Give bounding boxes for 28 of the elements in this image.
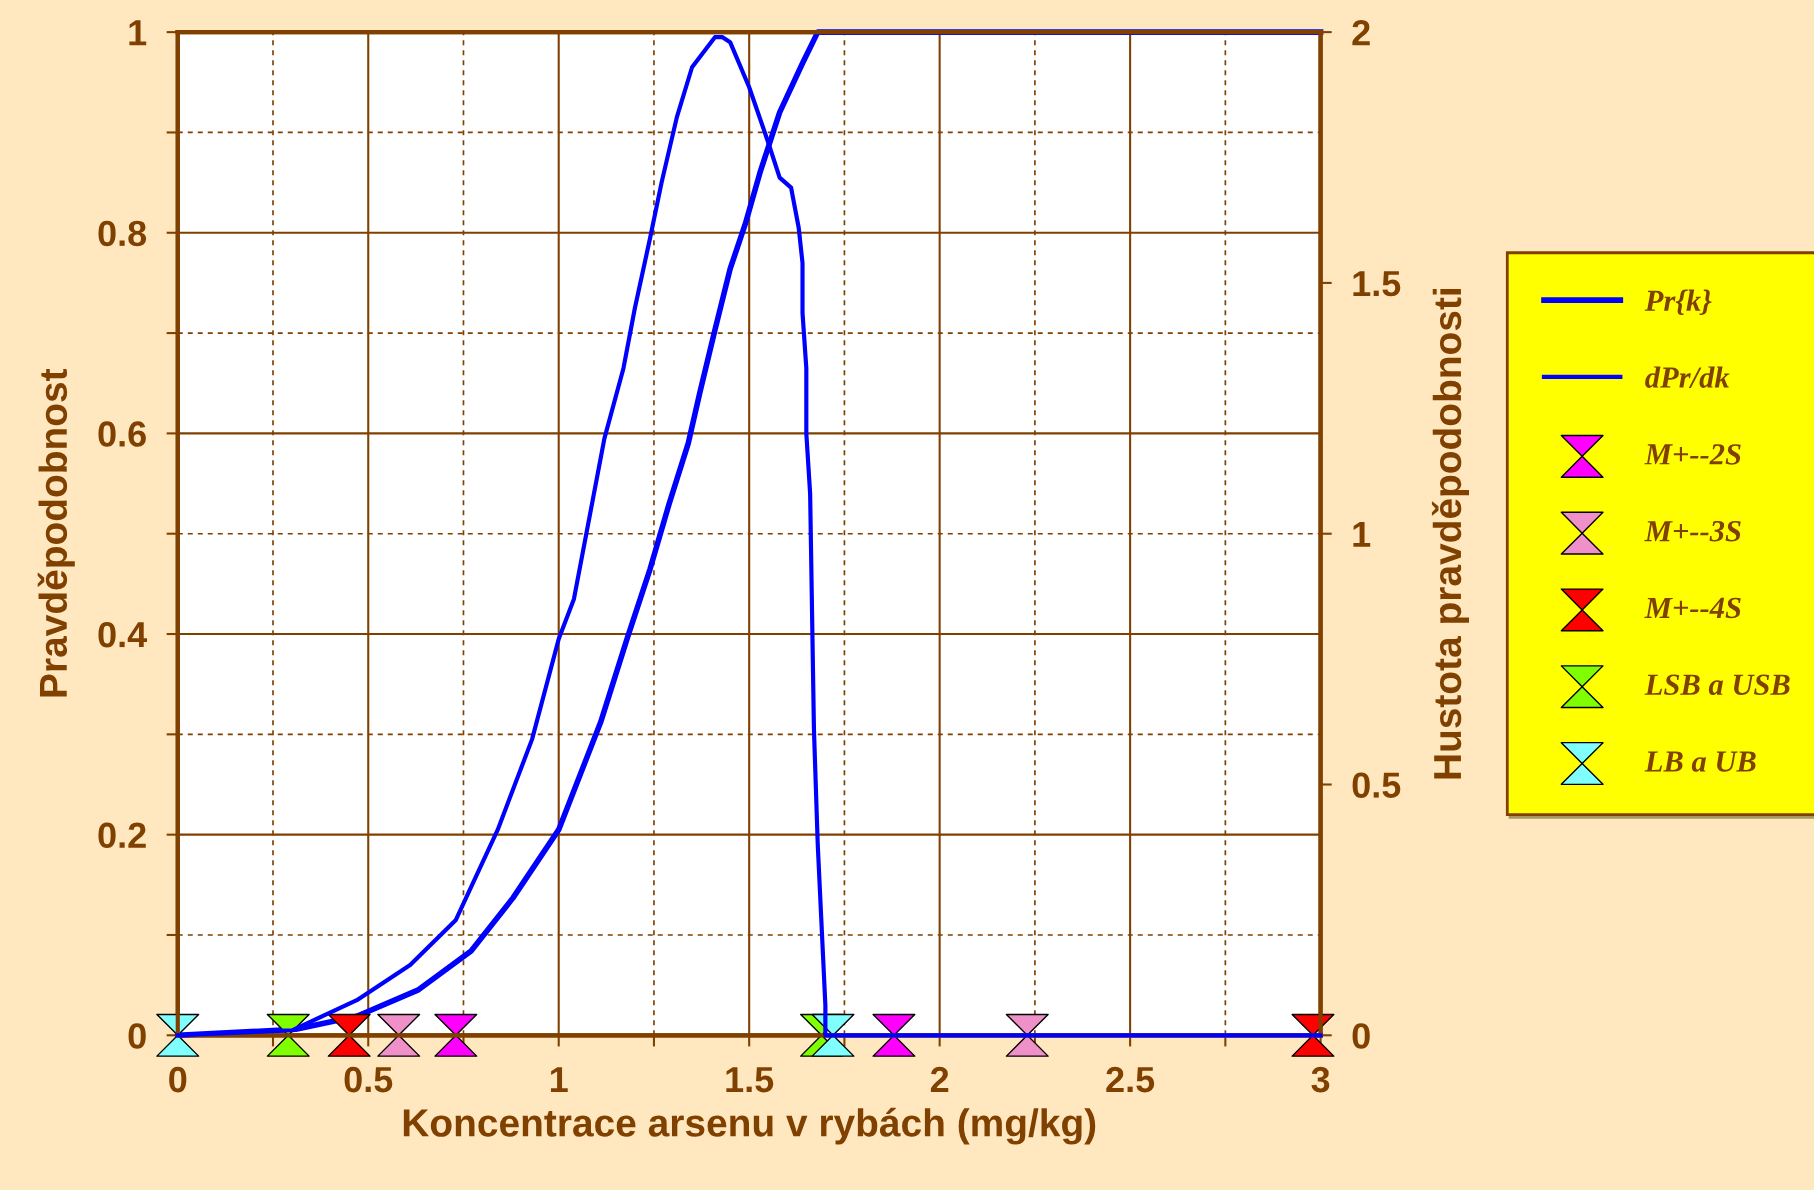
legend-label: LB a UB: [1644, 751, 1756, 772]
y-tick-label: 0.2: [98, 822, 146, 849]
y-axis-title: Pravděpodobnost: [37, 368, 75, 697]
y-tick-label: 1: [129, 20, 147, 46]
legend-label: M+--2S: [1644, 444, 1741, 465]
legend-label: M+--3S: [1644, 520, 1741, 542]
legend-label: dPr/dk: [1645, 366, 1730, 388]
y-tick-label: 0.4: [98, 621, 148, 648]
x-axis-title: Koncentrace arsenu v rybách (mg/kg): [403, 1107, 1096, 1145]
y2-tick-label: 2: [1352, 20, 1370, 46]
y2-tick-label: 0.5: [1352, 772, 1401, 798]
y2-tick-label: 1: [1353, 521, 1371, 547]
y-tick-label: 0.8: [98, 220, 147, 247]
y2-tick-label: 1.5: [1353, 271, 1401, 297]
x-tick-label: 2: [930, 1066, 949, 1093]
y2-tick-label: 0: [1352, 1023, 1370, 1049]
y-tick-label: 0: [128, 1023, 146, 1049]
y2-axis-title: Hustota pravděpodobnosti: [1431, 289, 1469, 779]
x-tick-label: 1.5: [726, 1067, 774, 1093]
legend-label: LSB a USB: [1644, 674, 1790, 696]
x-tick-label: 0: [169, 1066, 187, 1093]
x-tick-label: 3: [1311, 1066, 1330, 1093]
y-tick-label: 0.6: [98, 421, 146, 447]
x-tick-label: 2.5: [1106, 1066, 1155, 1093]
legend-label: Pr{k}: [1644, 289, 1712, 315]
x-tick-label: 0.5: [344, 1066, 393, 1093]
x-tick-label: 1: [550, 1067, 568, 1093]
legend-label: M+--4S: [1644, 597, 1741, 619]
